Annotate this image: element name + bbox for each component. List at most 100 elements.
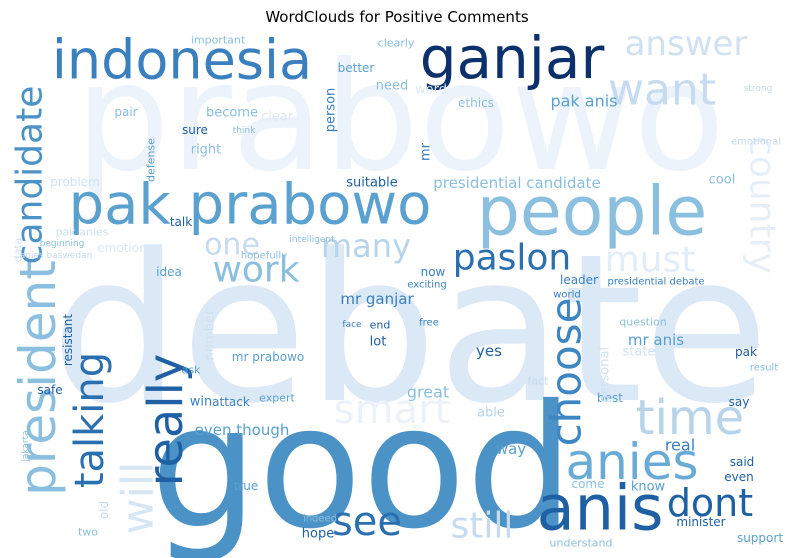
word: support <box>737 531 783 545</box>
word: emotion <box>97 241 146 255</box>
word: many <box>321 227 411 265</box>
word: dont <box>667 481 753 525</box>
word: talking <box>67 352 113 488</box>
word: leader <box>560 273 598 287</box>
word: right <box>191 143 222 158</box>
word: think <box>233 126 256 136</box>
word: result <box>750 363 778 374</box>
word: lot <box>370 335 387 350</box>
word: beginning <box>40 239 85 249</box>
word: become <box>206 106 258 121</box>
word: smart <box>334 387 450 433</box>
word: anies baswedan <box>20 251 93 261</box>
word: minister <box>676 515 725 529</box>
word: important <box>191 34 246 47</box>
word: free <box>419 318 439 329</box>
word: pak <box>735 345 757 359</box>
word: two <box>78 526 98 539</box>
word: people <box>477 173 708 252</box>
word: paslon <box>453 238 572 279</box>
word: even <box>724 470 753 484</box>
word: safe <box>37 383 62 397</box>
word: hope <box>302 527 334 542</box>
word: now <box>421 265 446 279</box>
word: will <box>113 462 164 535</box>
word: one <box>204 228 260 263</box>
word: intelligent <box>289 235 335 245</box>
word: world <box>553 290 581 301</box>
word: personal <box>598 347 613 403</box>
word: old <box>97 501 111 519</box>
word: way <box>496 440 526 458</box>
word: even though <box>195 421 290 439</box>
word: choose <box>542 298 591 447</box>
word: president <box>9 260 67 496</box>
word: presidential candidate <box>433 174 600 192</box>
word: pak prabowo <box>69 173 432 238</box>
word: state <box>623 345 656 360</box>
word: anies <box>565 433 698 491</box>
word: yes <box>476 342 502 360</box>
word: person <box>324 88 339 133</box>
word: mr ganjar <box>340 290 414 308</box>
word: know <box>631 480 666 495</box>
word: mr anis <box>628 331 684 349</box>
word: end <box>370 319 391 332</box>
word: good <box>150 369 574 558</box>
word: country <box>742 136 783 274</box>
word: better <box>338 61 375 75</box>
word: number <box>203 309 218 360</box>
word: come <box>571 477 604 491</box>
word: ethics <box>458 96 494 110</box>
title: WordClouds for Positive Comments <box>265 8 528 26</box>
word: anis <box>537 472 664 545</box>
word: question <box>619 316 667 329</box>
word: expert <box>259 392 295 405</box>
word: able <box>477 406 505 421</box>
word: strong <box>744 84 773 94</box>
word: say <box>729 395 750 409</box>
word: prabowo <box>75 31 725 205</box>
word: problem <box>50 175 100 189</box>
word: really <box>138 354 194 487</box>
word: presidential debate <box>607 277 704 288</box>
word: work <box>212 250 299 291</box>
word: resistant <box>61 314 75 367</box>
word: mr prabowo <box>232 350 304 364</box>
word: need <box>376 79 409 94</box>
word: clearly <box>378 37 415 50</box>
word: pak anis <box>550 92 617 111</box>
word: understand <box>550 537 613 550</box>
word: fact <box>528 375 550 388</box>
word: pak anies <box>56 226 109 239</box>
word: indonesia <box>52 29 312 92</box>
word: best <box>597 391 623 405</box>
word: cool <box>709 173 736 188</box>
word: jakarta <box>21 430 31 462</box>
word: idea <box>156 265 182 279</box>
word: true <box>234 479 259 493</box>
word: debate <box>51 211 770 449</box>
word: win <box>190 395 212 410</box>
word: must <box>605 240 696 281</box>
word: mr <box>419 142 434 161</box>
word: talk <box>170 215 192 229</box>
word: said <box>730 455 755 469</box>
word: great <box>407 383 449 402</box>
word: ganjar <box>420 24 605 92</box>
word: word <box>415 83 447 98</box>
word: candidate <box>10 86 51 265</box>
word: defense <box>145 138 158 182</box>
word: clear <box>261 110 294 125</box>
word: suitable <box>346 176 398 191</box>
word: pair <box>114 105 137 119</box>
word: sure <box>182 123 208 137</box>
word: data <box>12 238 25 263</box>
word: emotional <box>731 137 781 148</box>
word: ask <box>182 364 201 377</box>
word: hopefully <box>241 251 287 262</box>
word: time <box>636 390 744 446</box>
